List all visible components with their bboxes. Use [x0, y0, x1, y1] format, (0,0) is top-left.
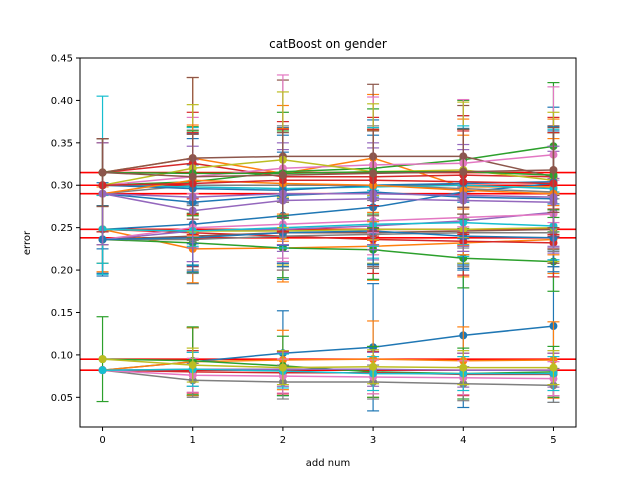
series-line [102, 192, 554, 198]
series-line [102, 192, 554, 212]
x-tick-label: 4 [460, 435, 466, 446]
chart-title: catBoost on gender [269, 37, 387, 51]
y-tick-label: 0.15 [51, 308, 73, 319]
x-axis-ticks: 0 1 2 3 4 5 [99, 427, 557, 446]
series-35 [96, 126, 560, 220]
x-tick-label: 5 [550, 435, 556, 446]
series-line [102, 228, 554, 241]
series-line [102, 358, 554, 369]
series-line [102, 162, 554, 178]
data-point [278, 171, 287, 180]
series-8 [98, 347, 560, 386]
y-axis-label: error [22, 230, 33, 255]
data-point [188, 172, 197, 181]
series-line [102, 230, 554, 241]
series-line [102, 170, 554, 176]
y-tick-label: 0.10 [51, 350, 73, 361]
series-line [102, 369, 554, 387]
y-tick-label: 0.05 [51, 393, 73, 404]
data-point [98, 366, 107, 375]
y-tick-label: 0.40 [51, 96, 73, 107]
series-line [102, 228, 554, 250]
data-point [98, 168, 107, 177]
data-point [459, 167, 468, 176]
data-point [549, 165, 558, 174]
series-line [102, 358, 554, 371]
series-line [102, 238, 554, 263]
x-tick-label: 1 [190, 435, 196, 446]
series-line [102, 368, 554, 375]
series-line [102, 213, 554, 241]
series-line [102, 155, 554, 178]
data-point [459, 363, 468, 372]
series-layer [96, 74, 560, 412]
y-tick-label: 0.20 [51, 266, 73, 277]
y-tick-label: 0.35 [51, 138, 73, 149]
series-line [102, 181, 554, 192]
data-point [369, 362, 378, 371]
y-axis-ticks: 0.05 0.10 0.15 0.20 0.25 0.30 0.35 0.40 0.45 [51, 54, 80, 404]
data-point [98, 355, 107, 364]
y-tick-label: 0.45 [51, 54, 73, 65]
series-line [102, 179, 554, 195]
series-line [102, 169, 554, 178]
x-tick-label: 3 [370, 435, 376, 446]
axes-frame [79, 57, 577, 428]
data-point [188, 361, 197, 370]
series-line [102, 211, 554, 241]
y-tick-label: 0.30 [51, 181, 73, 192]
data-point [549, 363, 558, 372]
series-line [102, 369, 554, 380]
x-axis-label: add num [306, 458, 350, 469]
data-point [369, 169, 378, 178]
x-tick-label: 0 [99, 435, 105, 446]
series-line [102, 221, 554, 232]
series-line [102, 231, 554, 241]
series-line [102, 179, 554, 186]
x-tick-label: 2 [280, 435, 286, 446]
y-tick-label: 0.25 [51, 223, 73, 234]
data-point [278, 363, 287, 372]
series-line [102, 153, 554, 186]
